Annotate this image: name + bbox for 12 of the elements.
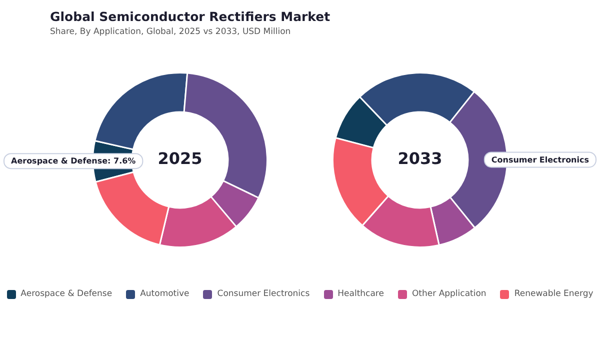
text: 2025 — [158, 149, 202, 168]
legend-label: Renewable Energy — [514, 289, 594, 299]
text: 2033 — [398, 149, 442, 168]
text: Aerospace & Defense: 7.6% — [11, 156, 136, 166]
text: Consumer Electronics — [491, 155, 589, 164]
legend-label: Aerospace & Defense — [20, 289, 112, 299]
legend-label: Healthcare — [338, 289, 384, 299]
chart-title: Global Semiconductor Rectifiers Market — [50, 9, 330, 24]
legend-label: Consumer Electronics — [217, 289, 310, 299]
legend-label: Automotive — [140, 289, 190, 299]
chart-subtitle: Share, By Application, Global, 2025 vs 2033, USD Million — [50, 27, 291, 37]
legend-label: Other Application — [412, 289, 486, 299]
